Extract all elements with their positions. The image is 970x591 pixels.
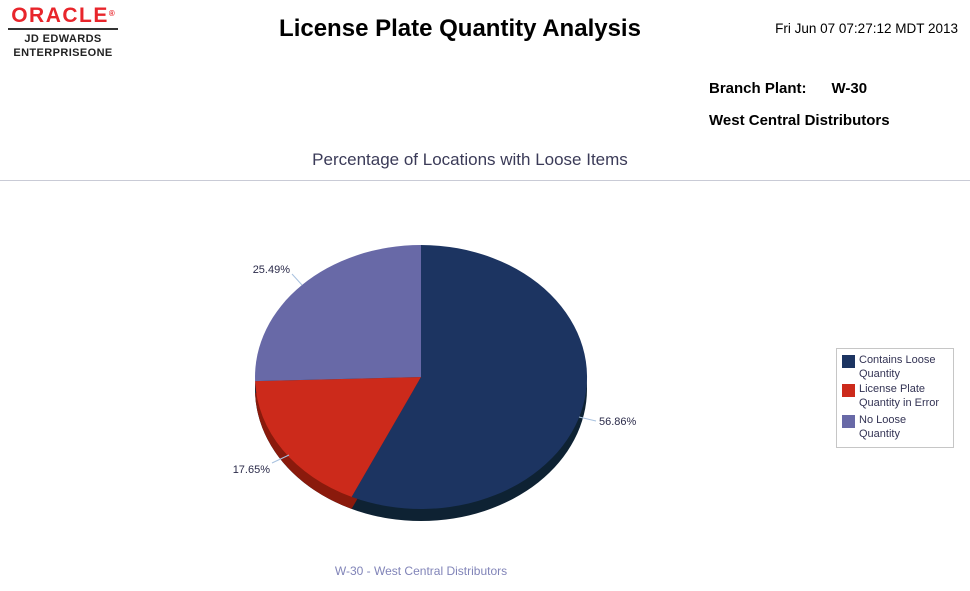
legend-item-contains-loose: Contains Loose Quantity <box>842 354 950 381</box>
branch-plant-name: West Central Distributors <box>709 112 890 129</box>
branch-plant-value: W-30 <box>831 80 868 97</box>
logo-enterpriseone: ENTERPRISEONE <box>13 46 113 59</box>
logo-jd-edwards: JD EDWARDS <box>24 33 102 45</box>
chart-title: Percentage of Locations with Loose Items <box>312 150 628 169</box>
registered-mark: ® <box>108 9 115 18</box>
branch-plant-label: Branch Plant: <box>709 80 807 97</box>
leader-line-error <box>271 454 290 464</box>
page-title: License Plate Quantity Analysis <box>279 15 641 42</box>
oracle-jde-logo: ORACLE® JD EDWARDS ENTERPRISEONE <box>8 5 118 61</box>
legend-swatch-purple <box>842 415 855 428</box>
legend-label: No Loose Quantity <box>859 414 907 440</box>
header-divider-line <box>0 180 970 181</box>
legend-label: Contains Loose Quantity <box>859 354 936 380</box>
logo-divider <box>8 28 118 30</box>
pie-slice-license-plate-quantity-in-error <box>255 377 421 497</box>
branch-plant-block: Branch Plant: W-30 West Central Distribut… <box>709 80 890 129</box>
report-timestamp: Fri Jun 07 07:27:12 MDT 2013 <box>775 21 958 36</box>
leader-line-no-loose <box>291 273 303 286</box>
chart-legend: Contains Loose Quantity License Plate Qu… <box>836 348 954 448</box>
oracle-brand-text: ORACLE <box>11 4 109 27</box>
legend-swatch-navy <box>842 355 855 368</box>
pie-slice-contains-loose-quantity <box>351 245 588 509</box>
oracle-wordmark: ORACLE® <box>8 5 118 26</box>
pie-slice-no-loose-quantity <box>255 245 421 382</box>
pct-label-error: 17.65% <box>233 464 271 476</box>
pie-chart: 25.49% 56.86% 17.65% <box>233 245 637 521</box>
leader-line-contains-loose <box>578 416 597 422</box>
pct-label-contains-loose: 56.86% <box>599 416 637 428</box>
legend-item-error: License Plate Quantity in Error <box>842 383 950 410</box>
legend-label: License Plate Quantity in Error <box>859 383 940 409</box>
legend-item-no-loose: No Loose Quantity <box>842 414 950 441</box>
pct-label-no-loose: 25.49% <box>253 264 291 276</box>
legend-swatch-red <box>842 384 855 397</box>
chart-caption: W-30 - West Central Distributors <box>334 564 508 578</box>
